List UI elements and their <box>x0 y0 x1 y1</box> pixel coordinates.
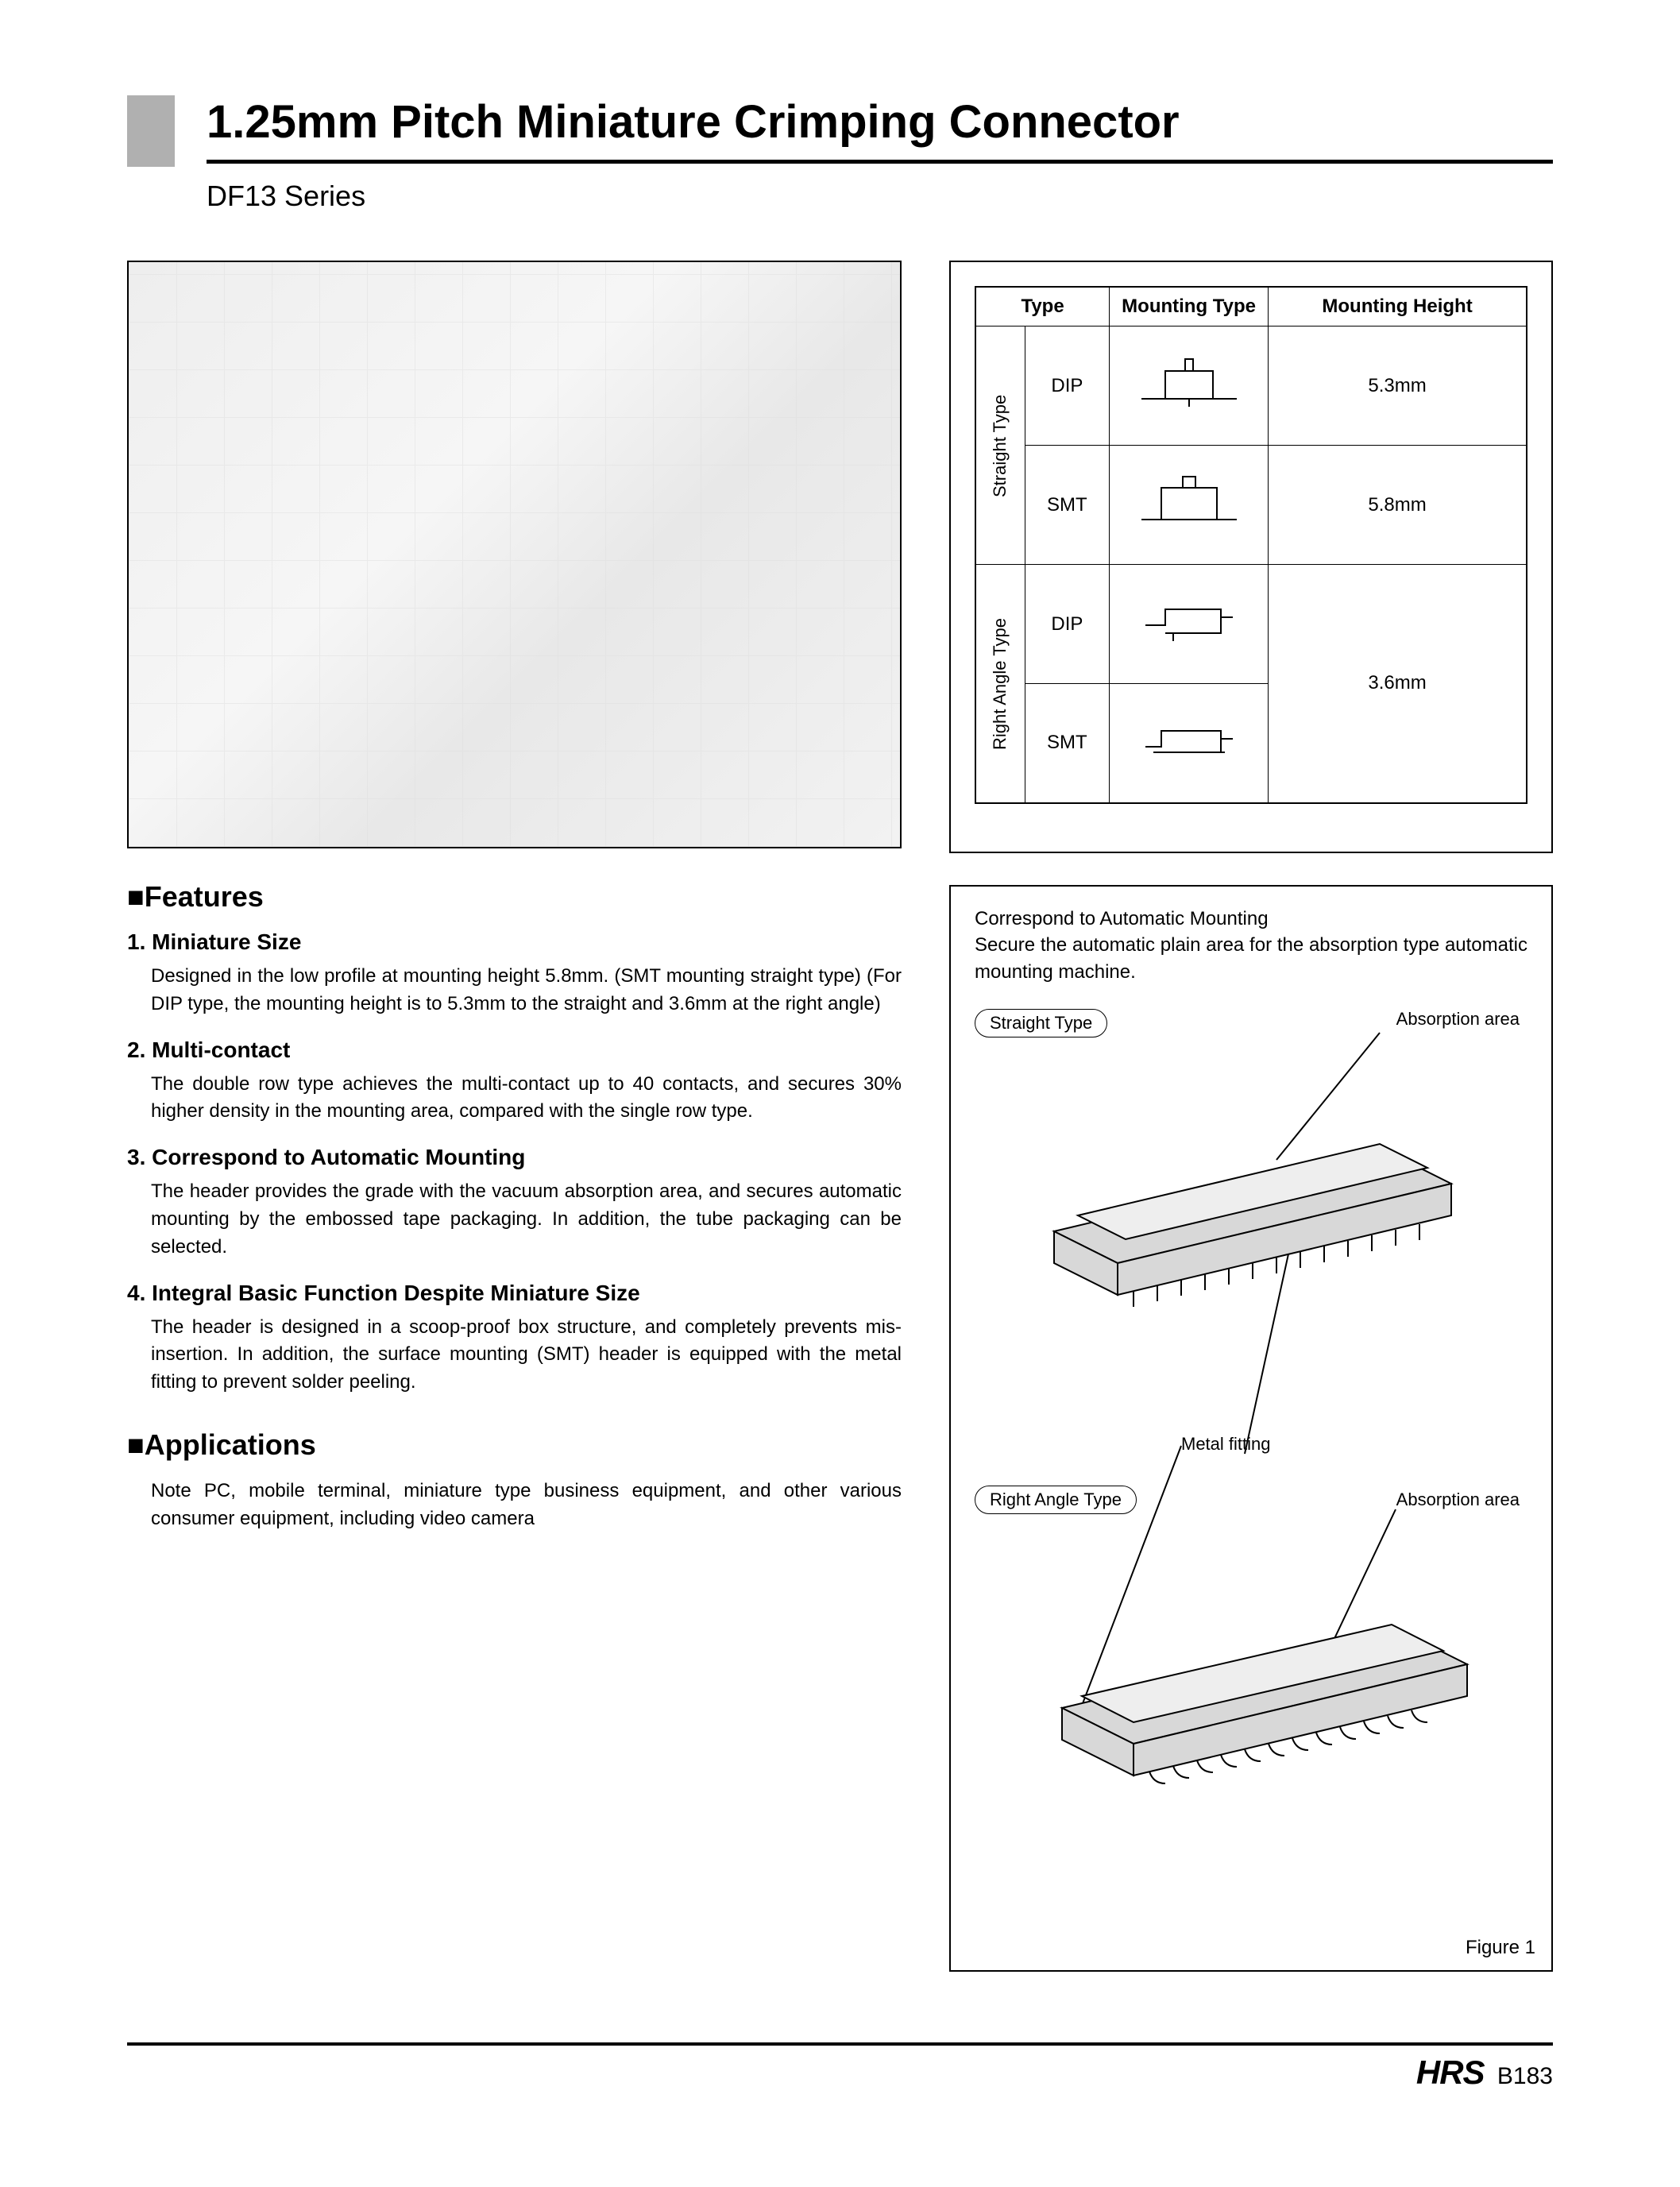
absorption-area-label: Absorption area <box>1396 1009 1520 1030</box>
applications-body: Note PC, mobile terminal, miniature type… <box>151 1478 902 1533</box>
feature-item: 3. Correspond to Automatic Mounting The … <box>127 1145 902 1261</box>
right-angle-type-badge: Right Angle Type <box>975 1486 1137 1514</box>
mounting-diagram-cell <box>1110 446 1269 565</box>
table-header: Mounting Type <box>1110 287 1269 327</box>
table-row: SMT 5.8mm <box>975 446 1527 565</box>
rightangle-dip-diagram-icon <box>1134 589 1245 653</box>
table-cell: DIP <box>1025 565 1109 684</box>
mounting-diagram-cell <box>1110 565 1269 684</box>
mounting-diagram-cell <box>1110 327 1269 446</box>
page-number: B183 <box>1497 2063 1553 2089</box>
table-cell: DIP <box>1025 327 1109 446</box>
table-cell: SMT <box>1025 684 1109 803</box>
table-header: Type <box>975 287 1110 327</box>
type-table: Type Mounting Type Mounting Height Strai… <box>975 286 1527 804</box>
table-cell: 3.6mm <box>1269 565 1527 803</box>
feature-body: The header provides the grade with the v… <box>151 1178 902 1261</box>
applications-heading: ■Applications <box>127 1428 902 1462</box>
mounting-diagram-cell <box>1110 684 1269 803</box>
feature-title: 1. Miniature Size <box>127 929 902 955</box>
feature-title: 4. Integral Basic Function Despite Minia… <box>127 1281 902 1306</box>
product-photo <box>127 261 902 848</box>
feature-item: 2. Multi-contact The double row type ach… <box>127 1037 902 1126</box>
feature-body: The header is designed in a scoop-proof … <box>151 1314 902 1397</box>
table-group-label: Right Angle Type <box>975 565 1025 803</box>
feature-body: The double row type achieves the multi-c… <box>151 1071 902 1126</box>
page-subtitle: DF13 Series <box>207 180 1553 213</box>
straight-smt-diagram-icon <box>1134 470 1245 534</box>
metal-fitting-label: Metal fitting <box>1181 1434 1271 1455</box>
table-cell: SMT <box>1025 446 1109 565</box>
table-cell: 5.3mm <box>1269 327 1527 446</box>
features-heading: ■Features <box>127 880 902 914</box>
rightangle-smt-diagram-icon <box>1134 709 1245 772</box>
table-row: Right Angle Type DIP 3.6mm <box>975 565 1527 684</box>
feature-title: 2. Multi-contact <box>127 1037 902 1063</box>
figure-intro-title: Correspond to Automatic Mounting <box>975 908 1269 929</box>
feature-title: 3. Correspond to Automatic Mounting <box>127 1145 902 1170</box>
header: 1.25mm Pitch Miniature Crimping Connecto… <box>127 95 1553 213</box>
table-cell: 5.8mm <box>1269 446 1527 565</box>
table-header: Mounting Height <box>1269 287 1527 327</box>
page-title: 1.25mm Pitch Miniature Crimping Connecto… <box>207 95 1553 164</box>
table-group-label: Straight Type <box>975 327 1025 565</box>
figure-box: Correspond to Automatic Mounting Secure … <box>949 885 1553 1973</box>
absorption-area-label: Absorption area <box>1396 1490 1520 1510</box>
figure-intro-body: Secure the automatic plain area for the … <box>975 934 1527 983</box>
straight-type-badge: Straight Type <box>975 1009 1107 1037</box>
table-row: Straight Type DIP 5.3mm <box>975 327 1527 446</box>
straight-connector-iso-icon <box>1030 1096 1475 1319</box>
hrs-logo: HRS <box>1416 2054 1485 2091</box>
table-header-row: Type Mounting Type Mounting Height <box>975 287 1527 327</box>
feature-item: 4. Integral Basic Function Despite Minia… <box>127 1281 902 1397</box>
straight-dip-diagram-icon <box>1134 351 1245 415</box>
right-angle-connector-iso-icon <box>1038 1589 1483 1811</box>
page-footer: HRS B183 <box>127 2042 1553 2092</box>
feature-item: 1. Miniature Size Designed in the low pr… <box>127 929 902 1018</box>
header-accent-tab <box>127 95 175 167</box>
figure-label: Figure 1 <box>1466 1937 1535 1959</box>
feature-body: Designed in the low profile at mounting … <box>151 963 902 1018</box>
